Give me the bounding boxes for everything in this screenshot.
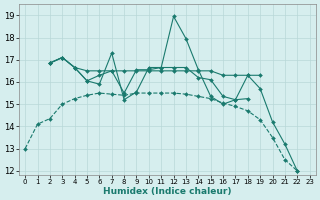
X-axis label: Humidex (Indice chaleur): Humidex (Indice chaleur) — [103, 187, 232, 196]
